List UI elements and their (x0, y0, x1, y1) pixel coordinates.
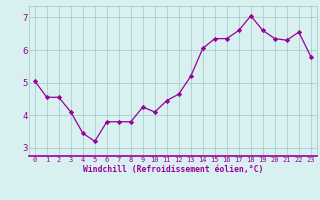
X-axis label: Windchill (Refroidissement éolien,°C): Windchill (Refroidissement éolien,°C) (83, 165, 263, 174)
